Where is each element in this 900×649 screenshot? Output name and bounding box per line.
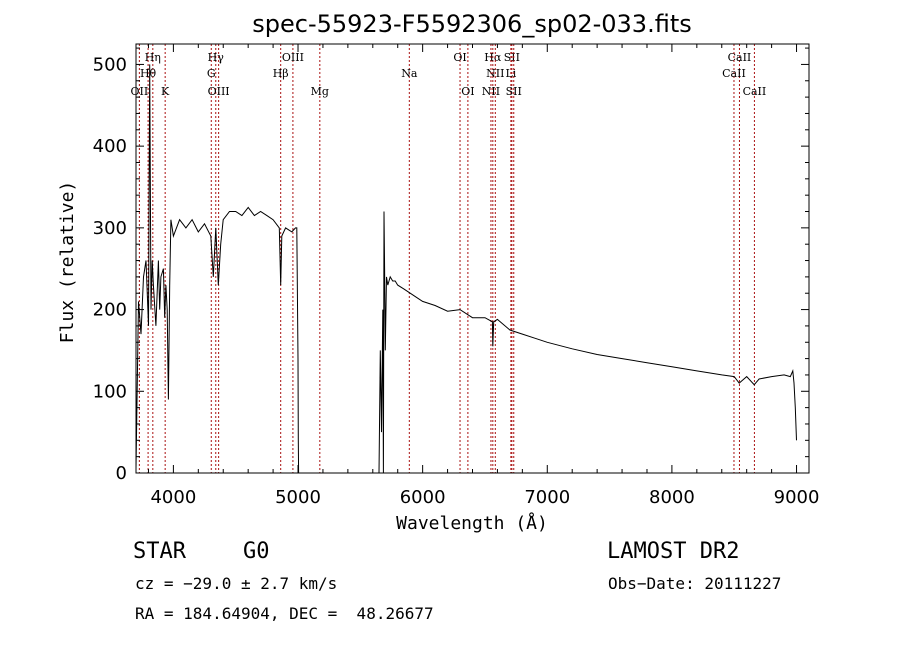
line-label: Hθ [140, 67, 157, 80]
line-label: Mg [311, 85, 329, 98]
axis-ticks: 4000 5000 6000 7000 8000 9000 0 100 200 300 400 500 [93, 44, 820, 508]
spectrum-segment-1 [135, 64, 300, 474]
y-tick-label: 100 [93, 381, 127, 402]
y-tick-label: 500 [93, 54, 127, 75]
line-label: CaII [743, 85, 767, 98]
line-label: OI [453, 51, 466, 64]
sky-coordinates: RA = 184.64904, DEC = 48.26677 [135, 604, 434, 623]
redshift-velocity: cz = −29.0 ± 2.7 km/s [135, 574, 338, 593]
spectrum-segment-2 [378, 211, 797, 474]
line-label: OIII [208, 85, 230, 98]
emission-line-markers: OIIHηHθKHγGOIIIHβOIIIMgNaOIOIHαNIINIISII… [131, 44, 767, 473]
line-label: OII [131, 85, 149, 98]
observation-date: Obs−Date: 20111227 [608, 574, 782, 593]
line-label: K [161, 85, 170, 98]
chart-title: spec-55923-F5592306_sp02-033.fits [252, 10, 691, 38]
x-axis-title: Wavelength (Å) [396, 512, 548, 534]
x-tick-label: 5000 [275, 487, 321, 508]
x-tick-label: 8000 [649, 487, 695, 508]
line-label: CaII [722, 67, 746, 80]
y-tick-label: 200 [93, 300, 127, 321]
line-label: Hγ [208, 51, 225, 64]
line-label: NII [486, 67, 504, 80]
line-label: Hα [484, 51, 502, 64]
line-label: G [207, 67, 216, 80]
y-tick-label: 300 [93, 218, 127, 239]
line-label: NII [482, 85, 500, 98]
x-tick-label: 6000 [400, 487, 446, 508]
line-label: CaII [728, 51, 752, 64]
object-class: STAR [133, 539, 186, 564]
line-label: Na [401, 67, 418, 80]
line-label: Hη [145, 51, 161, 64]
line-label: SII [504, 51, 520, 64]
line-label: SII [506, 85, 522, 98]
line-label: Hβ [273, 67, 289, 80]
x-tick-label: 4000 [150, 487, 196, 508]
y-axis-title: Flux (relative) [57, 181, 78, 344]
line-label: OIII [282, 51, 304, 64]
y-tick-label: 400 [93, 136, 127, 157]
spectrum-series [135, 64, 797, 474]
object-subclass: G0 [243, 539, 270, 564]
plot-frame [135, 43, 810, 474]
survey-name: LAMOST DR2 [607, 539, 740, 564]
y-tick-label: 0 [116, 463, 127, 484]
line-label: Li [505, 67, 516, 80]
x-tick-label: 9000 [774, 487, 820, 508]
line-label: OI [461, 85, 474, 98]
x-tick-label: 7000 [524, 487, 570, 508]
